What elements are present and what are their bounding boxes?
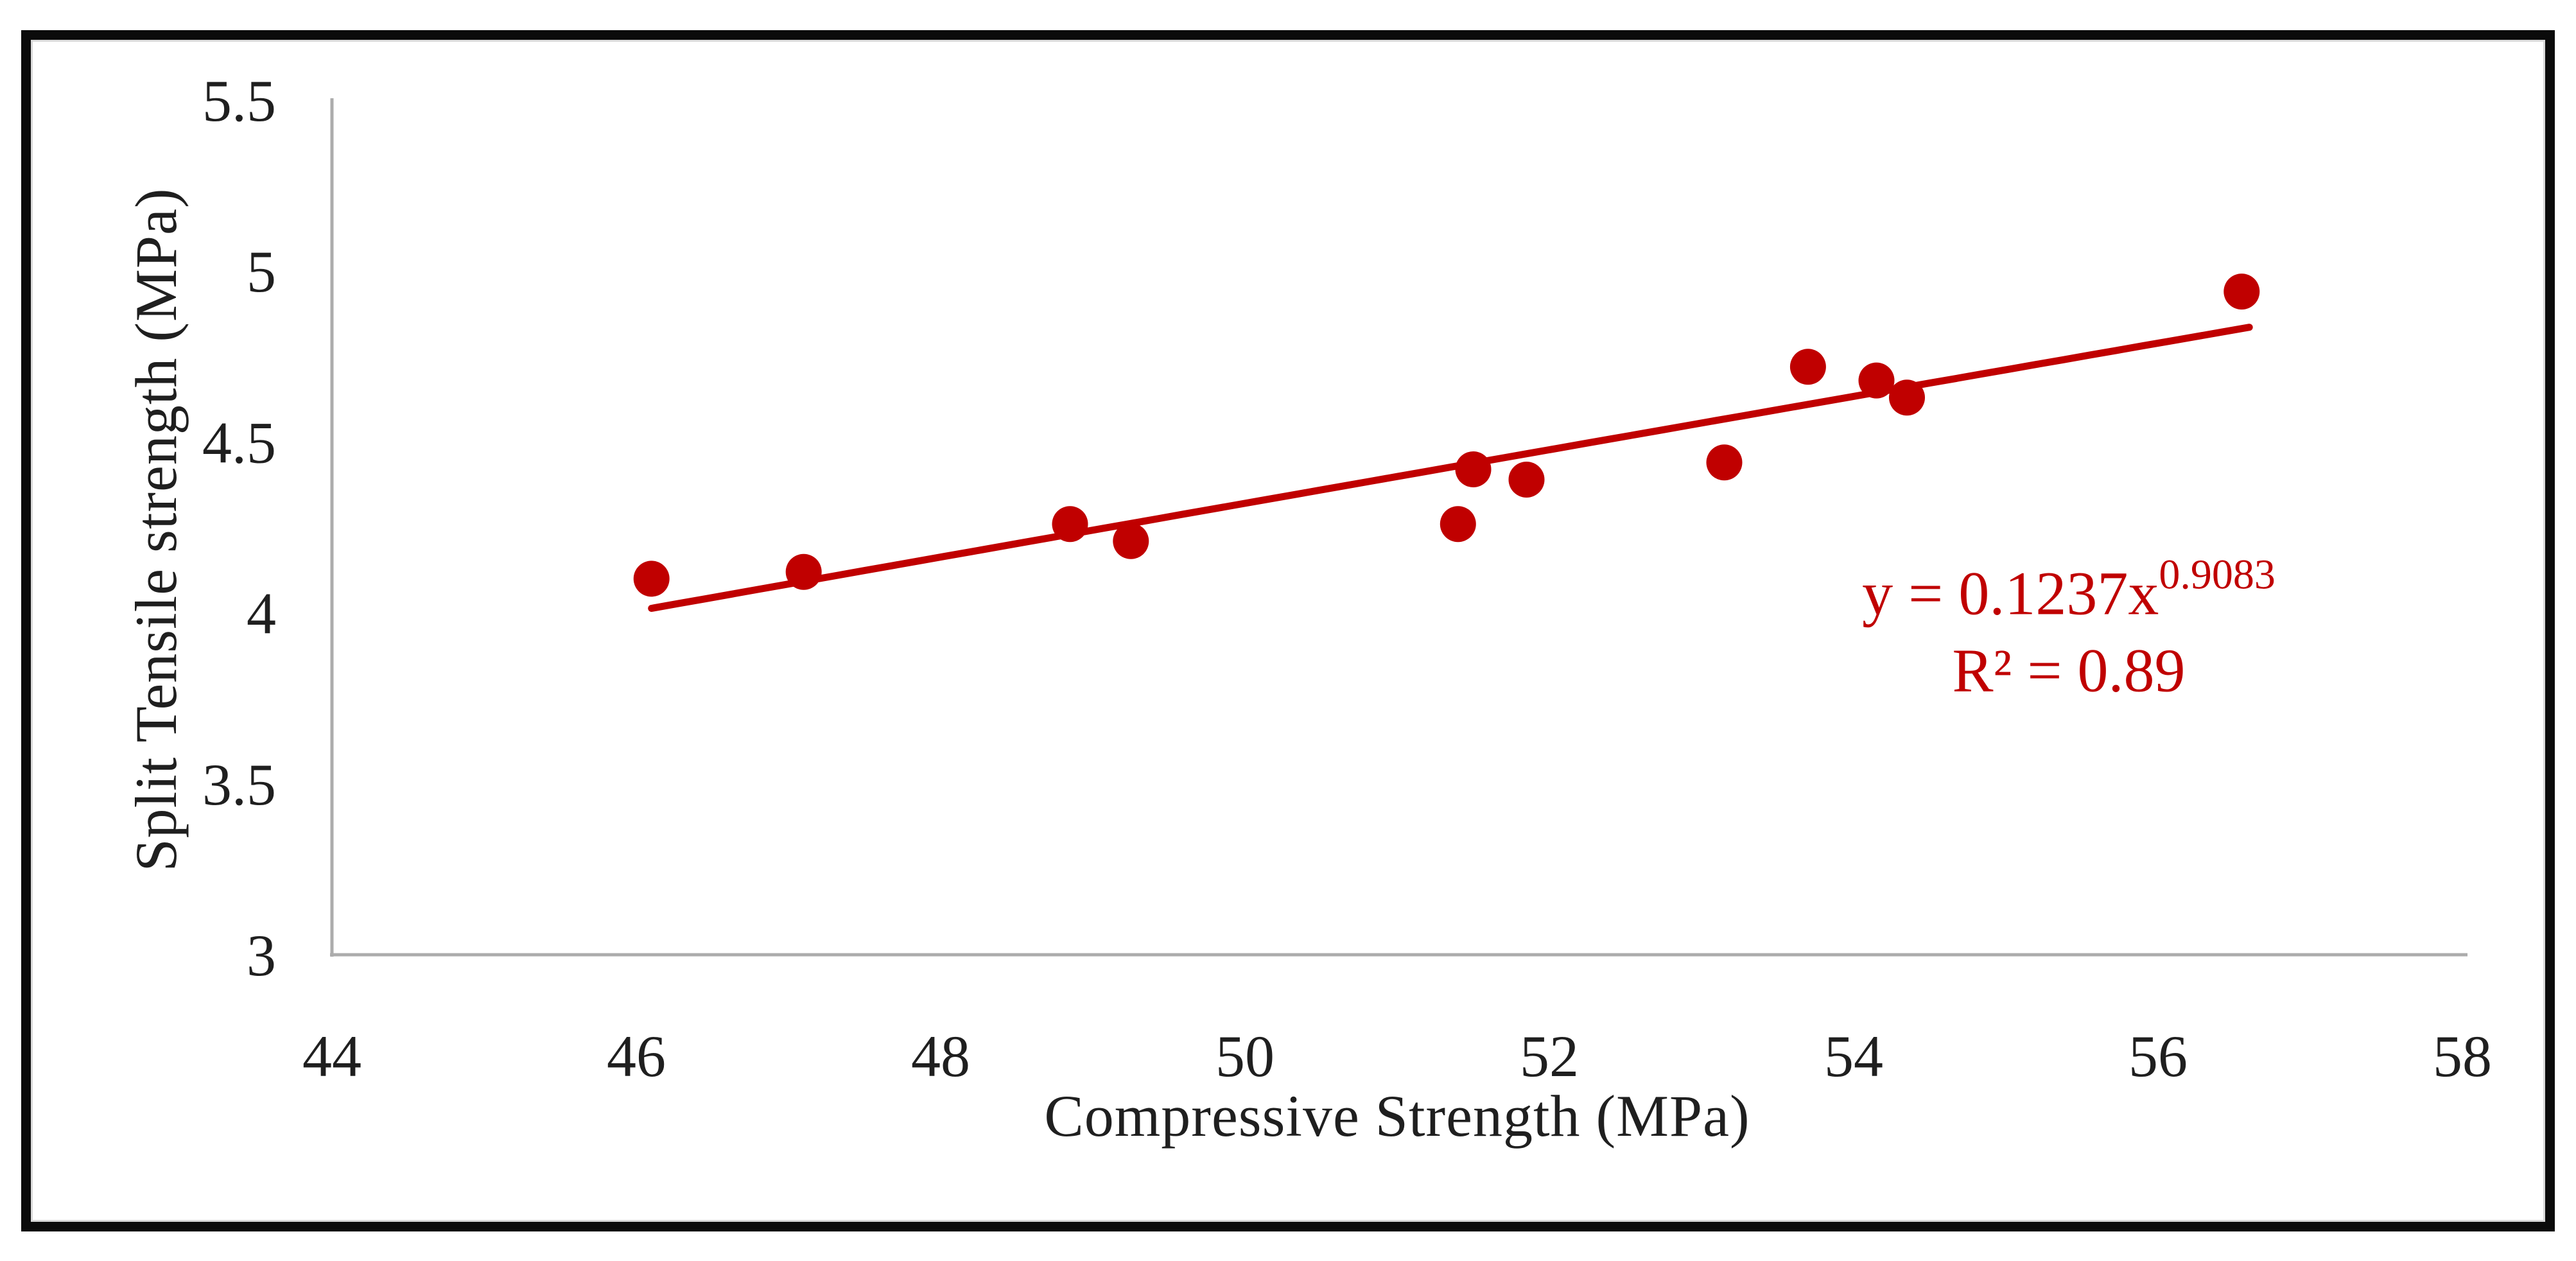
equation-line: y = 0.1237x0.9083 [1862,537,2276,632]
x-tick-label: 50 [1215,1023,1275,1089]
y-tick-label: 3 [247,923,276,988]
data-point [1889,379,1925,416]
data-point [1113,523,1149,559]
data-point [633,561,670,597]
y-tick-label: 3.5 [202,752,276,817]
x-tick-label: 44 [302,1023,361,1089]
y-tick-label: 4 [247,581,276,647]
trendline-equation-label: y = 0.1237x0.9083 R² = 0.89 [1862,537,2276,709]
data-point [1455,451,1492,487]
r-squared-line: R² = 0.89 [1952,636,2186,705]
chart-surface [31,40,2545,1222]
x-axis-title: Compressive Strength (MPa) [1044,1083,1750,1149]
x-tick-label: 48 [911,1023,970,1089]
x-tick-label: 54 [1824,1023,1883,1089]
data-point [1789,349,1826,385]
outer-black-frame [21,30,2555,1231]
y-tick-label: 5.5 [202,68,276,134]
data-point [1706,444,1743,481]
data-point [1858,362,1895,399]
data-point [1052,506,1088,543]
y-axis-title: Split Tensile strength (MPa) [123,187,189,872]
equation-base: y = 0.1237x [1862,559,2159,628]
data-point [1440,506,1476,543]
y-tick-label: 5 [247,239,276,304]
y-tick-label: 4.5 [202,410,276,475]
trendline [648,324,2253,612]
data-point [2224,274,2260,310]
equation-exponent: 0.9083 [2159,551,2276,598]
data-point [785,553,822,590]
data-point [1508,462,1545,498]
x-tick-label: 58 [2433,1023,2492,1089]
x-tick-label: 52 [1520,1023,1579,1089]
x-tick-label: 46 [607,1023,666,1089]
x-tick-label: 56 [2128,1023,2188,1089]
